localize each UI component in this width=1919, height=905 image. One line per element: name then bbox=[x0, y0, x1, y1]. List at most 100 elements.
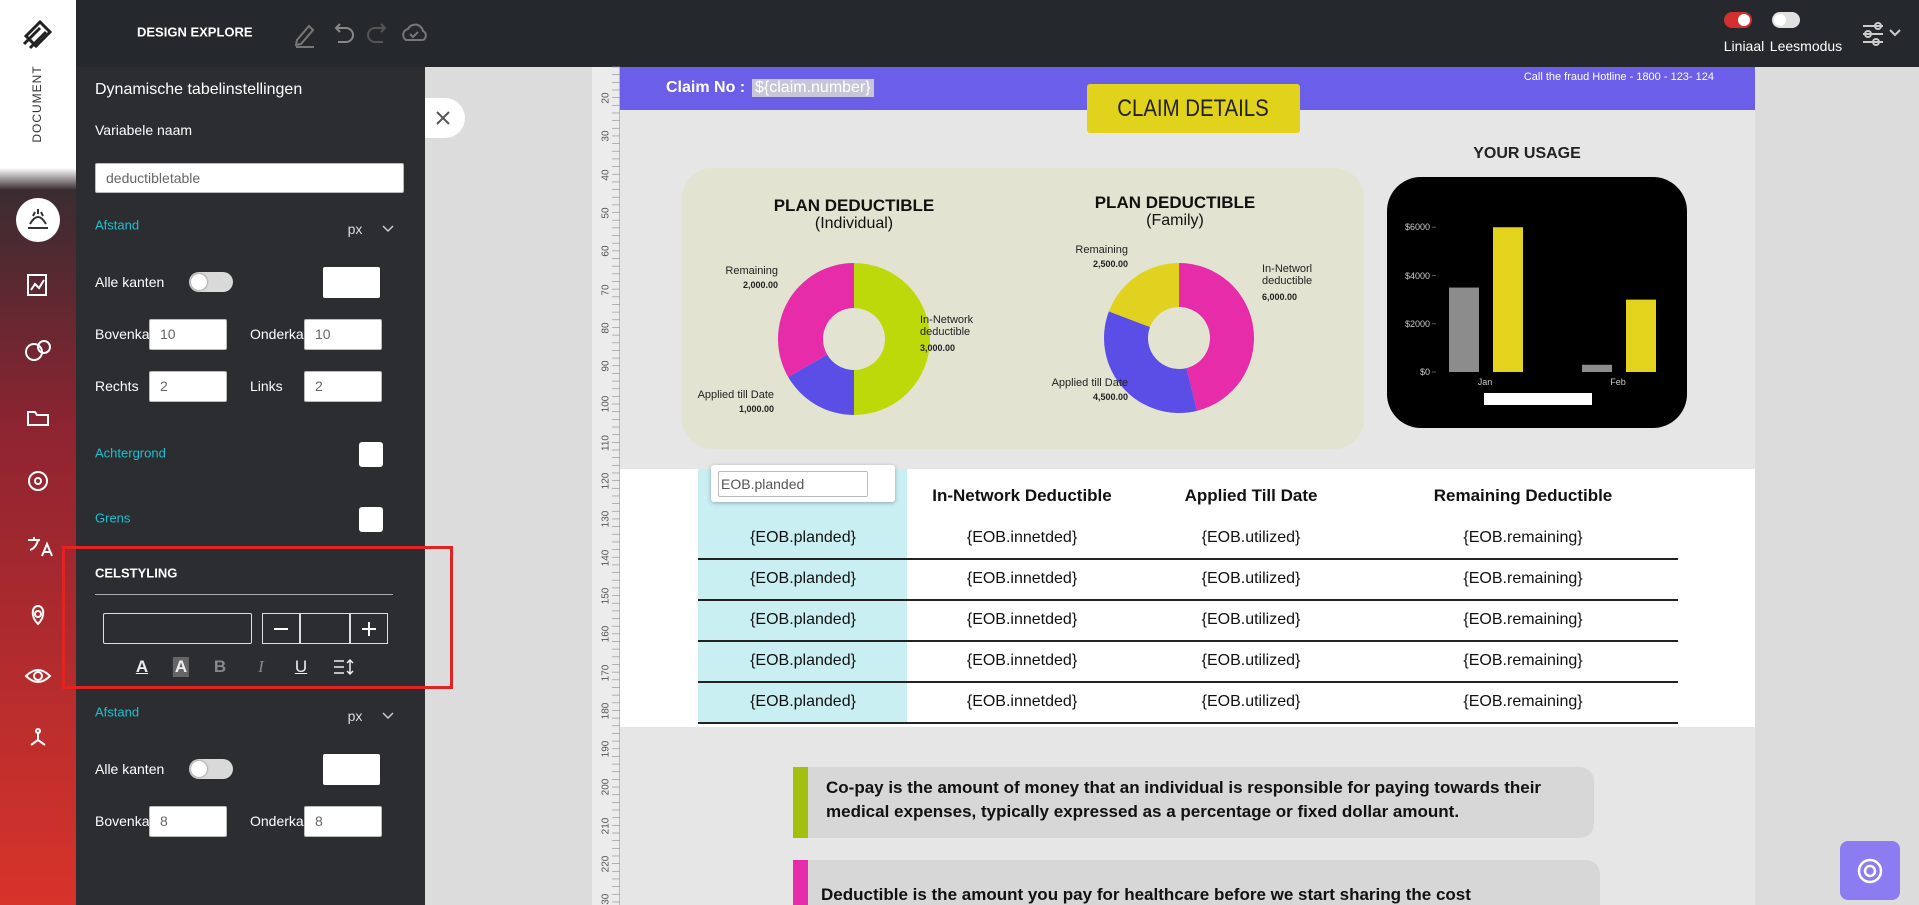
note-bar bbox=[793, 767, 808, 838]
table-cell: {EOB.utilized} bbox=[1201, 529, 1301, 546]
ruler-label: 70 bbox=[600, 283, 612, 296]
format-tool[interactable]: A bbox=[135, 657, 149, 676]
row-divider bbox=[698, 599, 1678, 601]
section-label: Grens bbox=[95, 510, 131, 526]
color-swatch[interactable] bbox=[359, 442, 383, 467]
unit-select[interactable]: px bbox=[347, 221, 363, 237]
table-cell: {EOB.innetded} bbox=[966, 693, 1078, 710]
font-select[interactable] bbox=[103, 613, 252, 644]
ruler-label: 90 bbox=[600, 360, 612, 372]
pie-value: 3,000.00 bbox=[920, 343, 956, 353]
cell-styling-highlight bbox=[62, 546, 453, 689]
ruler-label: 200 bbox=[600, 779, 612, 796]
ruler-label: 60 bbox=[600, 245, 612, 257]
table-cell: {EOB.utilized} bbox=[1201, 570, 1301, 587]
toggle-label[interactable]: Liniaal bbox=[1723, 38, 1765, 54]
ruler-label: 40 bbox=[600, 169, 612, 181]
table-cell: {EOB.innetded} bbox=[966, 611, 1078, 628]
note-box bbox=[793, 767, 1594, 838]
pie-subtitle: (Individual) bbox=[814, 215, 894, 232]
top-bar bbox=[0, 0, 1919, 67]
value-box[interactable] bbox=[323, 267, 380, 298]
field-label: Bovenka bbox=[95, 326, 150, 342]
ruler-label: 170 bbox=[600, 664, 612, 681]
stepper-plus[interactable] bbox=[350, 613, 388, 644]
text-input[interactable]: EOB.planded bbox=[718, 471, 868, 497]
text-input[interactable]: 2 bbox=[149, 371, 227, 402]
section-title: CELSTYLING bbox=[95, 565, 178, 581]
toggle-knob bbox=[191, 274, 207, 290]
field-label: Rechts bbox=[95, 378, 139, 394]
y-tick-label: $6000 bbox=[1404, 222, 1430, 233]
ruler-label: 150 bbox=[600, 587, 612, 605]
table-cell: {EOB.remaining} bbox=[1463, 693, 1583, 710]
table-cell: {EOB.planded} bbox=[750, 570, 856, 587]
first-column bbox=[698, 469, 907, 722]
pie-value: 4,500.00 bbox=[1092, 392, 1128, 402]
usage-title: YOUR USAGE bbox=[1473, 145, 1581, 162]
field-label: Alle kanten bbox=[95, 274, 165, 290]
table-cell: {EOB.planded} bbox=[750, 529, 856, 546]
table-cell: {EOB.innetded} bbox=[966, 529, 1078, 546]
toggle-label[interactable]: Leesmodus bbox=[1769, 38, 1843, 54]
note-box bbox=[793, 860, 1600, 905]
pie-label: In-Networl deductible bbox=[1262, 263, 1313, 287]
ruler-label: 50 bbox=[600, 207, 612, 219]
panel-title: Dynamische tabelinstellingen bbox=[95, 81, 303, 98]
field-label: Links bbox=[250, 378, 283, 394]
close-icon[interactable] bbox=[433, 108, 453, 128]
table-cell: {EOB.utilized} bbox=[1201, 652, 1301, 669]
note-bar bbox=[793, 860, 808, 905]
format-tool[interactable]: I bbox=[258, 657, 264, 676]
table-cell: {EOB.innetded} bbox=[966, 570, 1078, 587]
column-header: Applied Till Date bbox=[1184, 486, 1318, 505]
format-tool[interactable]: A bbox=[172, 657, 190, 677]
text-input[interactable]: 8 bbox=[304, 806, 382, 837]
pie-value: 6,000.00 bbox=[1262, 292, 1298, 302]
section-title-box bbox=[1087, 84, 1300, 133]
format-tool[interactable]: B bbox=[213, 657, 227, 676]
ruler-label: 210 bbox=[600, 817, 612, 835]
usage-legend bbox=[1484, 393, 1592, 405]
ruler-label: 110 bbox=[600, 434, 612, 451]
help-icon[interactable] bbox=[1855, 856, 1885, 886]
section-label: Afstand bbox=[95, 217, 140, 233]
stepper-minus[interactable] bbox=[262, 613, 300, 644]
y-tick-label: $4000 bbox=[1404, 270, 1430, 281]
column-header: Remaining Deductible bbox=[1433, 486, 1613, 505]
text-input[interactable]: deductibletable bbox=[95, 163, 404, 193]
ruler-label: 80 bbox=[600, 322, 612, 334]
field-label: Alle kanten bbox=[95, 761, 165, 777]
row-divider bbox=[698, 722, 1678, 724]
x-tick-label: Jan bbox=[1477, 377, 1493, 387]
help-button[interactable] bbox=[1840, 841, 1900, 900]
unit-select[interactable]: px bbox=[347, 708, 363, 724]
table-cell: {EOB.innetded} bbox=[966, 652, 1078, 669]
section-label: Achtergrond bbox=[95, 445, 166, 461]
pie-label: Applied till Date bbox=[697, 389, 774, 401]
text-input[interactable]: 10 bbox=[149, 319, 227, 350]
field-label: Onderka bbox=[250, 326, 304, 342]
ruler-label: 20 bbox=[600, 92, 612, 104]
field-label: Variabele naam bbox=[95, 122, 193, 138]
pie-subtitle: (Family) bbox=[1146, 212, 1204, 229]
ruler-label: 30 bbox=[600, 130, 612, 142]
table-cell: {EOB.utilized} bbox=[1201, 611, 1301, 628]
text-input[interactable]: 2 bbox=[304, 371, 382, 402]
table-cell: {EOB.utilized} bbox=[1201, 693, 1301, 710]
hotline: Call the fraud Hotline - 1800 - 123- 124 bbox=[1523, 71, 1714, 83]
table-cell: {EOB.remaining} bbox=[1463, 570, 1583, 587]
stepper-value[interactable] bbox=[300, 613, 350, 644]
ruler bbox=[592, 67, 620, 905]
table-cell: {EOB.remaining} bbox=[1463, 652, 1583, 669]
note-text: Deductible is the amount you pay for hea… bbox=[821, 885, 1471, 904]
value-box[interactable] bbox=[323, 754, 380, 785]
text-input[interactable]: 10 bbox=[304, 319, 382, 350]
ruler-label: 100 bbox=[600, 396, 612, 413]
ruler-label: 120 bbox=[600, 472, 612, 490]
close-button[interactable] bbox=[425, 98, 465, 138]
format-tool[interactable]: U bbox=[294, 657, 308, 676]
text-input[interactable]: 8 bbox=[149, 806, 227, 837]
color-swatch[interactable] bbox=[359, 507, 383, 532]
